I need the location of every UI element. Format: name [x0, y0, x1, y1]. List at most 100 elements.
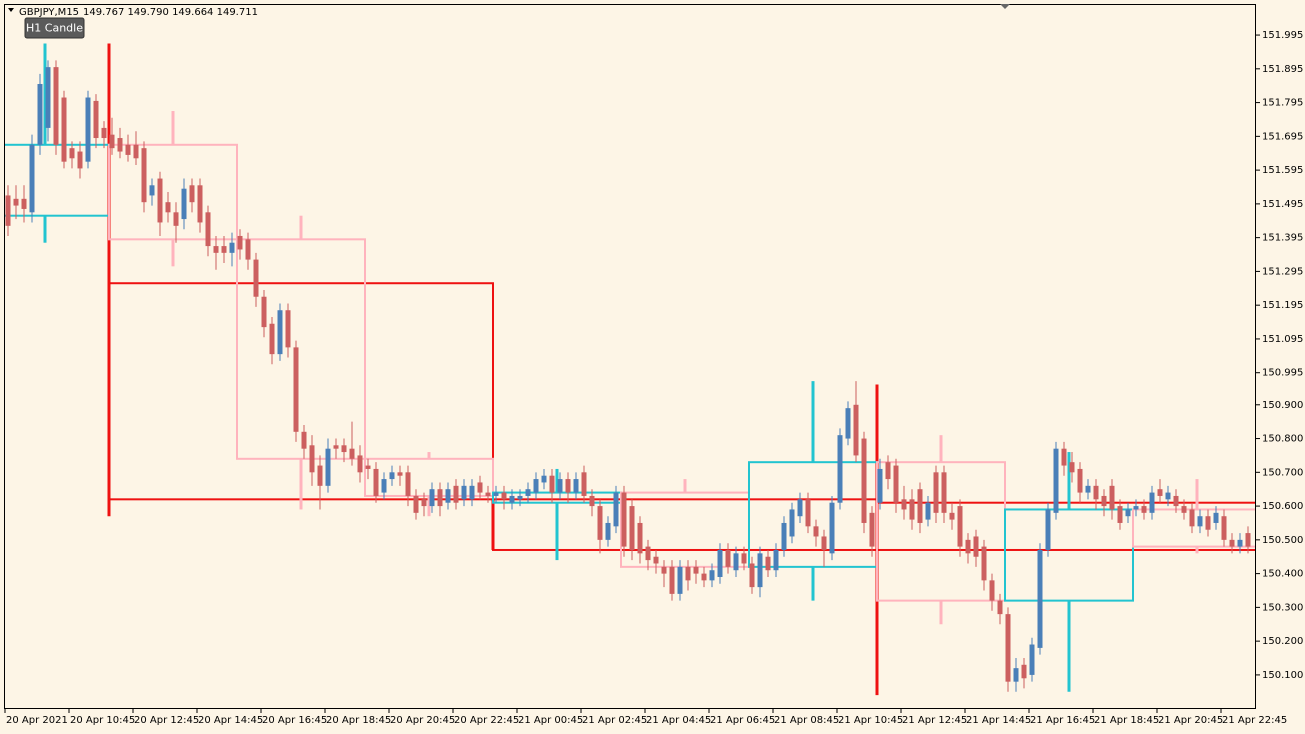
- candle-body: [709, 570, 715, 581]
- candle-body: [693, 566, 699, 574]
- candle-body: [653, 556, 659, 564]
- candle-body: [933, 472, 939, 513]
- candle-body: [1197, 516, 1203, 527]
- candle-body: [589, 495, 595, 507]
- candle-body: [405, 472, 411, 496]
- menu-arrow[interactable]: [8, 8, 14, 12]
- candle-body: [525, 489, 531, 496]
- x-tick-label: 20 Apr 16:45: [262, 715, 327, 726]
- x-tick-label: 21 Apr 04:45: [646, 715, 711, 726]
- candle-body: [685, 566, 691, 581]
- candle-body: [893, 465, 899, 503]
- h1-button[interactable]: H1 Candle: [24, 17, 85, 39]
- x-tick-label: 20 Apr 2021: [6, 715, 68, 726]
- candle-body: [1213, 512, 1219, 523]
- candle-body: [861, 438, 867, 523]
- candle-body: [605, 522, 611, 540]
- candle-body: [317, 465, 323, 486]
- y-tick-label: 150.900: [1262, 400, 1303, 411]
- candle-body: [1165, 492, 1171, 500]
- candle-body: [645, 546, 651, 561]
- x-tick-label: 21 Apr 18:45: [1094, 715, 1159, 726]
- y-tick-label: 151.495: [1262, 199, 1303, 210]
- candle-body: [1181, 506, 1187, 513]
- y-tick-label: 150.995: [1262, 368, 1303, 379]
- candle-body: [141, 148, 147, 203]
- candle-body: [773, 549, 779, 571]
- candle-body: [501, 492, 507, 500]
- candle-body: [1133, 506, 1139, 510]
- candle-body: [397, 472, 403, 476]
- button-label[interactable]: H1 Candle: [26, 22, 83, 35]
- candle-body: [221, 246, 227, 253]
- candle-body: [541, 475, 547, 483]
- x-tick-label: 21 Apr 22:45: [1222, 715, 1287, 726]
- candle-body: [1093, 485, 1099, 500]
- candle-body: [725, 549, 731, 567]
- candle-body: [757, 553, 763, 588]
- candle-body: [269, 323, 275, 355]
- candle-body: [845, 408, 851, 439]
- x-tick-label: 20 Apr 20:45: [390, 715, 455, 726]
- y-tick-label: 151.395: [1262, 233, 1303, 244]
- candle-body: [13, 198, 19, 206]
- candle-body: [917, 489, 923, 523]
- candle-body: [1117, 506, 1123, 523]
- candle-body: [77, 151, 83, 169]
- candle-body: [877, 468, 883, 503]
- x-tick-label: 21 Apr 16:45: [1030, 715, 1095, 726]
- candle-body: [213, 246, 219, 253]
- candle-body: [581, 472, 587, 496]
- candle-body: [749, 563, 755, 588]
- candle-body: [333, 445, 339, 449]
- candle-body: [61, 97, 67, 162]
- x-tick-label: 21 Apr 14:45: [966, 715, 1031, 726]
- candle-body: [1053, 448, 1059, 513]
- candle-body: [109, 134, 115, 149]
- x-tick-label: 21 Apr 10:45: [838, 715, 903, 726]
- candle-body: [293, 347, 299, 432]
- candle-body: [181, 188, 187, 220]
- y-tick-label: 150.400: [1262, 569, 1303, 580]
- candle-body: [1005, 614, 1011, 682]
- candle-body: [837, 435, 843, 503]
- candle-body: [557, 479, 563, 493]
- candle-body: [389, 472, 395, 480]
- candle-body: [1029, 644, 1035, 675]
- candle-body: [533, 479, 539, 493]
- candle-body: [157, 178, 163, 223]
- candle-body: [509, 495, 515, 503]
- candle-body: [733, 553, 739, 571]
- candle-body: [325, 448, 331, 486]
- candle-body: [821, 536, 827, 550]
- candle-body: [1229, 539, 1235, 547]
- candle-body: [661, 566, 667, 574]
- h4-body: [108, 143, 238, 241]
- candle-body: [1173, 495, 1179, 507]
- candle-body: [229, 242, 235, 253]
- button-bg[interactable]: [24, 17, 85, 39]
- candle-body: [485, 492, 491, 496]
- candle-body: [133, 144, 139, 159]
- candle-body: [1101, 495, 1107, 507]
- y-tick-label: 151.695: [1262, 131, 1303, 142]
- candle-body: [101, 127, 107, 139]
- h4-body: [1132, 508, 1255, 548]
- candle-body: [301, 431, 307, 449]
- candle-body: [349, 448, 355, 459]
- candle-body: [1125, 509, 1131, 517]
- y-tick-label: 150.700: [1262, 467, 1303, 478]
- candle-body: [125, 144, 131, 155]
- candle-body: [277, 310, 283, 355]
- candle-body: [469, 485, 475, 500]
- plot-area: [5, 43, 1255, 696]
- candle-body: [741, 553, 747, 564]
- candle-body: [1109, 485, 1115, 510]
- candle-body: [453, 485, 459, 503]
- candle-body: [1237, 539, 1243, 547]
- candle-body: [717, 549, 723, 577]
- candle-body: [1021, 664, 1027, 679]
- candle-body: [517, 495, 523, 500]
- candle-body: [341, 445, 347, 453]
- candle-body: [373, 468, 379, 496]
